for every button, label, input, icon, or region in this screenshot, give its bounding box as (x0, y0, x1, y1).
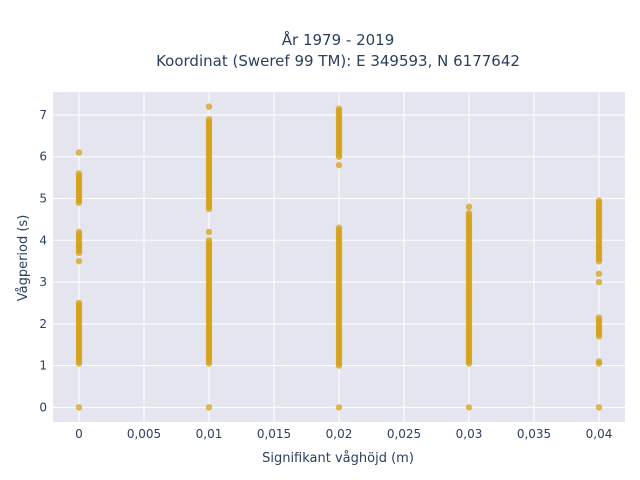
x-tick-label: 0,04 (586, 427, 613, 441)
y-tick-label: 6 (39, 150, 47, 164)
data-point (335, 161, 343, 169)
x-tick-label: 0 (75, 427, 83, 441)
y-tick-label: 3 (39, 275, 47, 289)
data-point (75, 149, 83, 156)
x-tick-label: 0,025 (387, 427, 421, 441)
x-tick-label: 0,01 (196, 427, 223, 441)
data-point (205, 404, 213, 411)
x-tick-label: 0,02 (326, 427, 353, 441)
data-point (465, 203, 473, 211)
data-point (595, 197, 603, 204)
y-tick-label: 5 (39, 192, 47, 206)
x-tick-label: 0,005 (127, 427, 161, 441)
data-point (335, 224, 343, 231)
data-point (335, 404, 343, 411)
y-tick-label: 1 (39, 359, 47, 373)
x-tick-label: 0,03 (456, 427, 483, 441)
data-point (595, 404, 603, 411)
data-point (465, 209, 473, 217)
data-point (335, 105, 343, 112)
y-tick-label: 4 (39, 233, 47, 247)
data-point (75, 257, 83, 265)
y-tick-label: 0 (39, 400, 47, 414)
x-tick-label: 0,015 (257, 427, 291, 441)
x-axis-title: Signifikant våghöjd (m) (262, 451, 414, 466)
data-point (465, 404, 473, 411)
data-point (205, 237, 213, 244)
data-point (75, 243, 83, 250)
plot-area: 0 0,005 0,01 0,015 0,02 0,025 0,03 0,035 0,04 0 1 2… (39, 92, 625, 441)
data-point (205, 115, 213, 123)
data-point (595, 278, 603, 286)
data-point (205, 228, 213, 236)
data-point (205, 205, 213, 213)
data-point (205, 103, 213, 110)
chart-title-line2: Koordinat (Sweref 99 TM): E 349593, N 61… (156, 52, 520, 70)
data-point (595, 314, 603, 321)
chart-title-line1: År 1979 - 2019 (282, 30, 395, 49)
y-tick-label: 7 (39, 108, 47, 122)
y-axis-title: Vågperiod (s) (16, 215, 31, 302)
x-tick-label: 0,035 (517, 427, 551, 441)
y-tick-label: 2 (39, 317, 47, 331)
data-point (75, 170, 83, 177)
data-point (595, 358, 603, 365)
data-point (75, 299, 83, 307)
data-point (75, 404, 83, 411)
data-point (595, 270, 603, 277)
data-point (75, 228, 83, 236)
